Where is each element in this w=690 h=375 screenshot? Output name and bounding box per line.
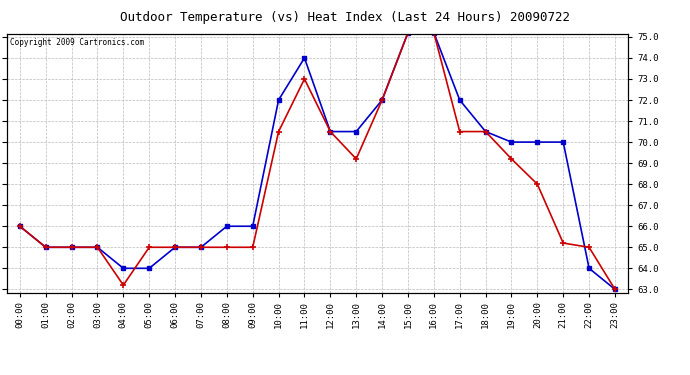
Text: Outdoor Temperature (vs) Heat Index (Last 24 Hours) 20090722: Outdoor Temperature (vs) Heat Index (Las…	[120, 11, 570, 24]
Text: Copyright 2009 Cartronics.com: Copyright 2009 Cartronics.com	[10, 38, 144, 46]
